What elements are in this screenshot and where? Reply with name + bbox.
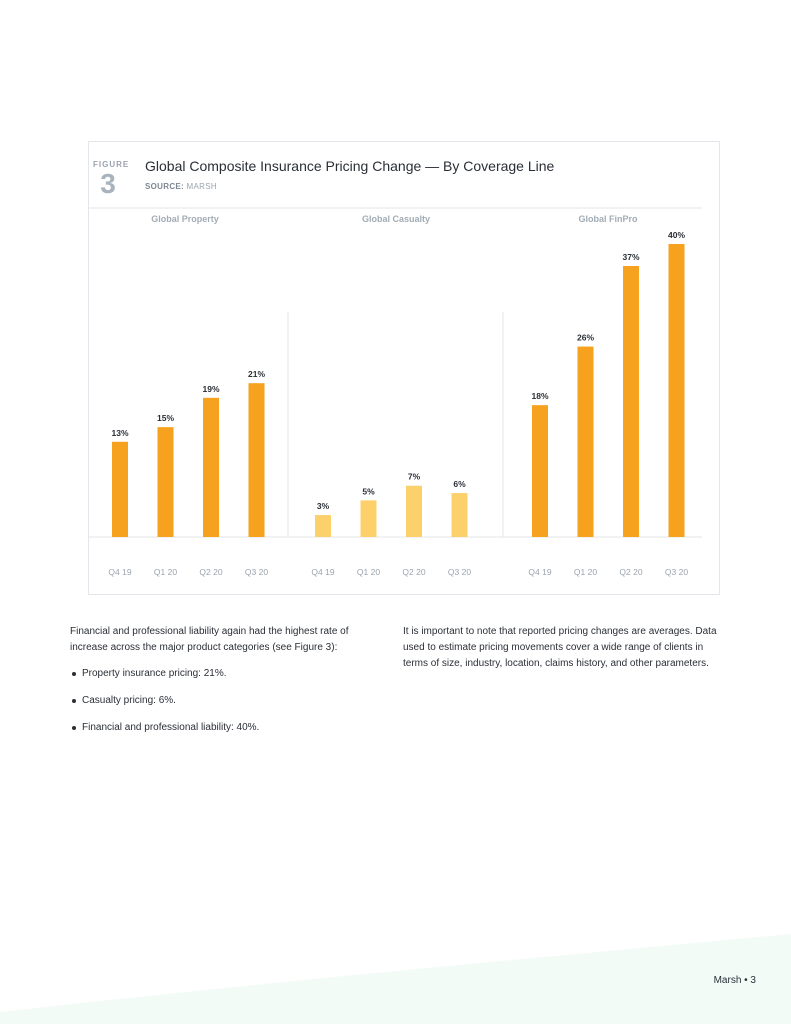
data-label: 37% (622, 252, 639, 262)
data-label: 15% (157, 413, 174, 423)
data-label: 26% (577, 333, 594, 343)
bar (577, 346, 594, 537)
figure-label: FIGURE (93, 160, 130, 169)
figure-container (88, 141, 720, 595)
right-column: It is important to note that reported pr… (403, 624, 723, 672)
x-tick-label: Q4 19 (108, 567, 131, 577)
bullet-item-property: Property insurance pricing: 21%. (70, 666, 380, 682)
left-paragraph: Financial and professional liability aga… (70, 626, 349, 653)
bar (248, 383, 265, 537)
data-label: 3% (317, 501, 330, 511)
bullet-item-finpro: Financial and professional liability: 40… (70, 720, 380, 736)
x-tick-label: Q3 20 (245, 567, 268, 577)
left-column: Financial and professional liability aga… (70, 624, 380, 747)
x-tick-label: Q2 20 (402, 567, 425, 577)
x-tick-label: Q1 20 (574, 567, 597, 577)
x-tick-label: Q4 19 (311, 567, 334, 577)
source-value: MARSH (186, 182, 217, 191)
figure-title: Global Composite Insurance Pricing Chang… (145, 158, 555, 174)
bullet-item-casualty: Casualty pricing: 6%. (70, 693, 380, 709)
data-label: 21% (248, 369, 265, 379)
bar (360, 500, 377, 537)
x-tick-label: Q1 20 (357, 567, 380, 577)
bar (623, 265, 639, 537)
bar (315, 515, 331, 537)
data-label: 40% (668, 230, 685, 240)
x-tick-label: Q3 20 (665, 567, 688, 577)
panel-title: Global Casualty (362, 214, 430, 224)
bar (112, 441, 128, 537)
data-label: 6% (453, 479, 466, 489)
bar (203, 397, 219, 537)
data-label: 7% (408, 472, 421, 482)
source-label: SOURCE: (145, 182, 184, 191)
x-tick-label: Q2 20 (619, 567, 642, 577)
data-label: 13% (111, 428, 128, 438)
data-label: 18% (531, 391, 548, 401)
background-wave (0, 934, 791, 1024)
panel-title: Global FinPro (578, 214, 638, 224)
data-label: 5% (362, 486, 375, 496)
figure-number: 3 (100, 168, 116, 199)
figure-source: SOURCE: MARSH (145, 182, 217, 191)
right-paragraph: It is important to note that reported pr… (403, 626, 717, 669)
data-label: 19% (202, 384, 219, 394)
x-tick-label: Q4 19 (528, 567, 551, 577)
bar (451, 493, 468, 537)
panel-title: Global Property (151, 214, 219, 224)
x-tick-label: Q1 20 (154, 567, 177, 577)
bar (157, 427, 174, 537)
bar (668, 244, 685, 537)
x-tick-label: Q2 20 (199, 567, 222, 577)
bar (532, 405, 548, 537)
bar (406, 485, 422, 537)
x-tick-label: Q3 20 (448, 567, 471, 577)
bullet-list: Property insurance pricing: 21%. Casualt… (70, 666, 380, 736)
page-footer: Marsh • 3 (713, 975, 756, 986)
